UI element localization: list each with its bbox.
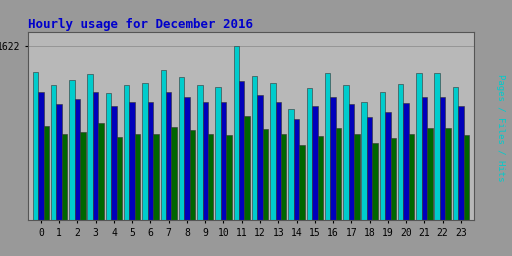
Bar [257,95,263,220]
Bar [458,106,463,220]
Bar [44,125,49,220]
Bar [190,130,195,220]
Bar [398,84,403,220]
Bar [252,76,257,220]
Bar [343,85,349,220]
Bar [75,99,80,220]
Text: Pages / Files / Hits: Pages / Files / Hits [496,74,505,182]
Bar [172,127,177,220]
Bar [361,102,367,220]
Bar [153,134,159,220]
Bar [391,138,396,220]
Bar [245,116,250,220]
Bar [56,104,62,220]
Bar [203,102,208,220]
Bar [403,103,409,220]
Bar [215,87,221,220]
Bar [117,137,122,220]
Bar [409,134,414,220]
Bar [239,81,245,220]
Bar [463,135,469,220]
Bar [445,128,451,220]
Bar [372,143,378,220]
Bar [208,134,214,220]
Bar [130,102,135,220]
Bar [299,145,305,220]
Bar [307,88,312,220]
Bar [354,134,359,220]
Bar [142,82,148,220]
Bar [379,92,385,220]
Bar [184,97,190,220]
Bar [312,106,317,220]
Bar [385,112,391,220]
Bar [197,85,203,220]
Bar [317,136,323,220]
Bar [453,87,458,220]
Bar [148,102,153,220]
Bar [135,134,140,220]
Bar [434,73,440,220]
Bar [263,129,268,220]
Bar [349,104,354,220]
Bar [51,85,56,220]
Bar [69,80,75,220]
Bar [93,92,98,220]
Bar [124,85,130,220]
Bar [106,93,111,220]
Bar [336,128,341,220]
Bar [275,102,281,220]
Bar [62,134,68,220]
Bar [80,132,86,220]
Bar [281,134,287,220]
Bar [179,77,184,220]
Bar [270,82,275,220]
Bar [416,73,421,220]
Bar [233,46,239,220]
Bar [226,135,232,220]
Bar [330,97,336,220]
Text: Hourly usage for December 2016: Hourly usage for December 2016 [28,18,253,31]
Bar [98,123,104,220]
Bar [33,72,38,220]
Bar [421,97,427,220]
Bar [294,119,299,220]
Bar [367,117,372,220]
Bar [427,128,433,220]
Bar [221,102,226,220]
Bar [440,97,445,220]
Bar [88,74,93,220]
Bar [161,70,166,220]
Bar [166,92,172,220]
Bar [111,106,117,220]
Bar [325,73,330,220]
Bar [38,92,44,220]
Bar [288,109,294,220]
